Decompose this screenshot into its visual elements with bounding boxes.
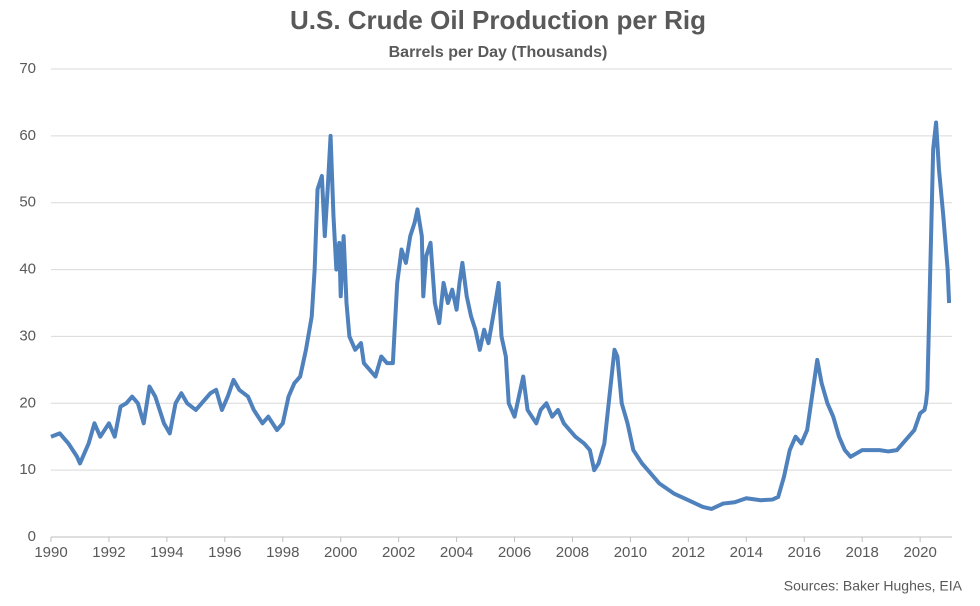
x-tick-label: 1998 xyxy=(266,544,299,561)
x-tick-label: 1990 xyxy=(34,544,67,561)
y-tick-label: 70 xyxy=(19,60,36,77)
x-tick-label: 2006 xyxy=(498,544,531,561)
y-tick-label: 60 xyxy=(19,127,36,144)
x-tick-label: 2008 xyxy=(556,544,589,561)
chart-title: U.S. Crude Oil Production per Rig xyxy=(290,5,706,35)
y-tick-label: 30 xyxy=(19,327,36,344)
y-tick-label: 40 xyxy=(19,261,36,278)
x-tick-label: 2002 xyxy=(382,544,415,561)
x-tick-label: 2000 xyxy=(324,544,357,561)
x-tick-label: 1996 xyxy=(208,544,241,561)
x-tick-label: 2010 xyxy=(614,544,647,561)
y-tick-label: 50 xyxy=(19,194,36,211)
x-tick-label: 2014 xyxy=(730,544,763,561)
chart-subtitle: Barrels per Day (Thousands) xyxy=(389,44,608,61)
y-tick-label: 10 xyxy=(19,461,36,478)
y-tick-label: 20 xyxy=(19,394,36,411)
y-tick-label: 0 xyxy=(28,528,36,545)
x-tick-label: 1992 xyxy=(92,544,125,561)
data-line xyxy=(50,120,952,511)
x-tick-label: 2018 xyxy=(846,544,879,561)
x-tick-label: 2020 xyxy=(903,544,936,561)
x-tick-label: 1994 xyxy=(150,544,183,561)
x-tick-label: 2004 xyxy=(440,544,473,561)
x-tick-label: 2016 xyxy=(788,544,821,561)
source-note: Sources: Baker Hughes, EIA xyxy=(784,578,963,594)
x-tick-label: 2012 xyxy=(672,544,705,561)
